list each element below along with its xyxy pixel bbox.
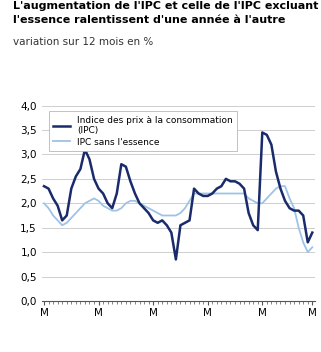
Text: l'essence ralentissent d'une année à l'autre: l'essence ralentissent d'une année à l'a… xyxy=(13,15,285,25)
Legend: Indice des prix à la consommation
(IPC), IPC sans l'essence: Indice des prix à la consommation (IPC),… xyxy=(49,111,237,151)
Text: L'augmentation de l'IPC et celle de l'IPC excluant: L'augmentation de l'IPC et celle de l'IP… xyxy=(13,1,318,11)
Text: variation sur 12 mois en %: variation sur 12 mois en % xyxy=(13,37,153,47)
